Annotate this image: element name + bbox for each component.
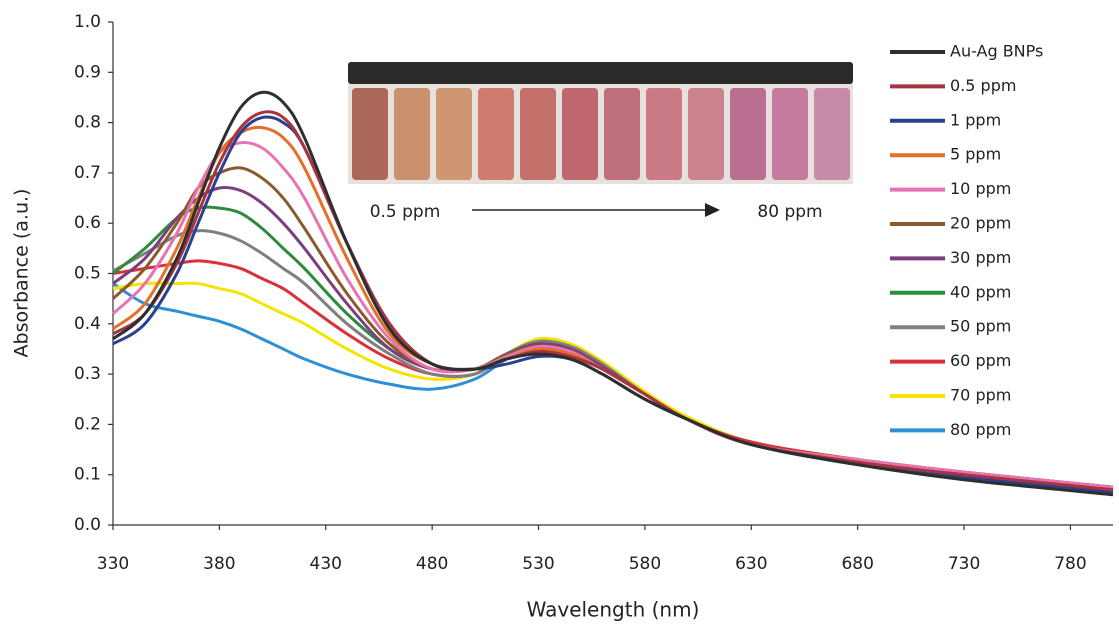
vial: [562, 88, 598, 180]
vial: [478, 88, 514, 180]
legend-label: Au-Ag BNPs: [950, 42, 1043, 61]
y-tick-label: 0.8: [74, 113, 101, 133]
y-tick-label: 0.1: [74, 465, 101, 485]
legend-label: 1 ppm: [950, 110, 1001, 129]
y-tick-label: 0.5: [74, 264, 101, 284]
series-line: [112, 90, 1114, 497]
x-tick-label: 730: [948, 554, 980, 574]
x-tick-label: 680: [841, 554, 873, 574]
legend-label: 50 ppm: [950, 317, 1011, 336]
legend-label: 0.5 ppm: [950, 76, 1016, 95]
x-tick-label: 330: [97, 554, 129, 574]
vial: [394, 88, 430, 180]
y-tick-label: 0.6: [74, 213, 101, 233]
y-tick-label: 0.9: [74, 62, 101, 82]
legend-label: 70 ppm: [950, 386, 1011, 405]
legend-label: 60 ppm: [950, 351, 1011, 370]
vial: [520, 88, 556, 180]
legend-label: 40 ppm: [950, 282, 1011, 301]
vial: [436, 88, 472, 180]
x-tick-label: 430: [310, 554, 342, 574]
legend-label: 20 ppm: [950, 214, 1011, 233]
y-tick-label: 0.7: [74, 163, 101, 183]
y-axis-label: Absorbance (a.u.): [11, 189, 33, 358]
vial: [772, 88, 808, 180]
x-axis-label: Wavelength (nm): [527, 598, 700, 622]
annotation: 80 ppm: [757, 202, 822, 222]
legend-label: 80 ppm: [950, 420, 1011, 439]
legend-label: 5 ppm: [950, 145, 1001, 164]
vial: [352, 88, 388, 180]
x-tick-label: 530: [522, 554, 554, 574]
x-tick-label: 580: [629, 554, 661, 574]
x-tick-label: 630: [735, 554, 767, 574]
annotation: 0.5 ppm: [370, 202, 441, 222]
vial: [688, 88, 724, 180]
y-tick-label: 1.0: [74, 12, 101, 32]
legend-label: 30 ppm: [950, 248, 1011, 267]
y-tick-label: 0.2: [74, 414, 101, 434]
vial: [730, 88, 766, 180]
legend-label: 10 ppm: [950, 179, 1011, 198]
y-tick-label: 0.4: [74, 314, 101, 334]
vial: [604, 88, 640, 180]
x-tick-label: 380: [203, 554, 235, 574]
vial: [646, 88, 682, 180]
y-tick-label: 0.0: [74, 515, 101, 535]
x-tick-label: 780: [1054, 554, 1086, 574]
inset-photo: [348, 62, 853, 184]
x-tick-label: 480: [416, 554, 448, 574]
y-tick-label: 0.3: [74, 364, 101, 384]
arrow-head: [705, 203, 720, 217]
vial: [814, 88, 850, 180]
